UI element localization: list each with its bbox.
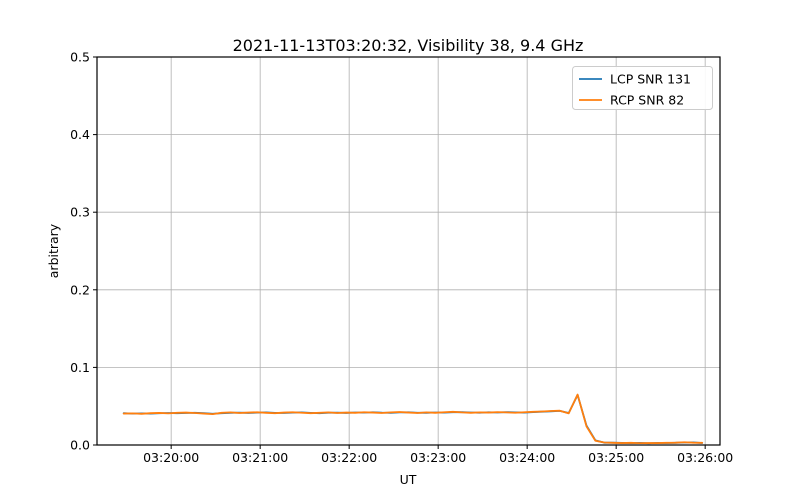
legend-label-lcp: LCP SNR 131 [610,72,691,87]
x-tick-label: 03:24:00 [499,450,555,465]
y-tick-label: 0.4 [70,127,90,142]
y-axis-label: arbitrary [46,223,61,278]
plot-area [97,57,720,445]
y-tick-label: 0.3 [70,205,90,220]
series-layer [122,393,704,445]
x-tick-label: 03:21:00 [232,450,288,465]
x-tick-label: 03:23:00 [410,450,466,465]
x-axis-label: UT [400,472,417,487]
tick-layer: 03:20:00 03:21:00 03:22:00 03:23:00 03:24:00… [70,50,733,466]
chart-title: 2021-11-13T03:20:32, Visibility 38, 9.4 … [233,36,584,55]
axes-spines [96,56,721,446]
series-line-rcp [122,393,704,445]
x-tick-label: 03:20:00 [143,450,199,465]
y-tick-label: 0.5 [70,50,90,65]
legend-label-rcp: RCP SNR 82 [610,93,684,108]
x-tick-label: 03:26:00 [677,450,733,465]
y-tick-label: 0.0 [70,438,90,453]
y-tick-label: 0.2 [70,282,90,297]
y-tick-label: 0.1 [70,360,90,375]
x-tick-label: 03:25:00 [588,450,644,465]
legend: LCP SNR 131 RCP SNR 82 [572,66,713,110]
legend-box [572,66,713,110]
x-tick-label: 03:22:00 [321,450,377,465]
